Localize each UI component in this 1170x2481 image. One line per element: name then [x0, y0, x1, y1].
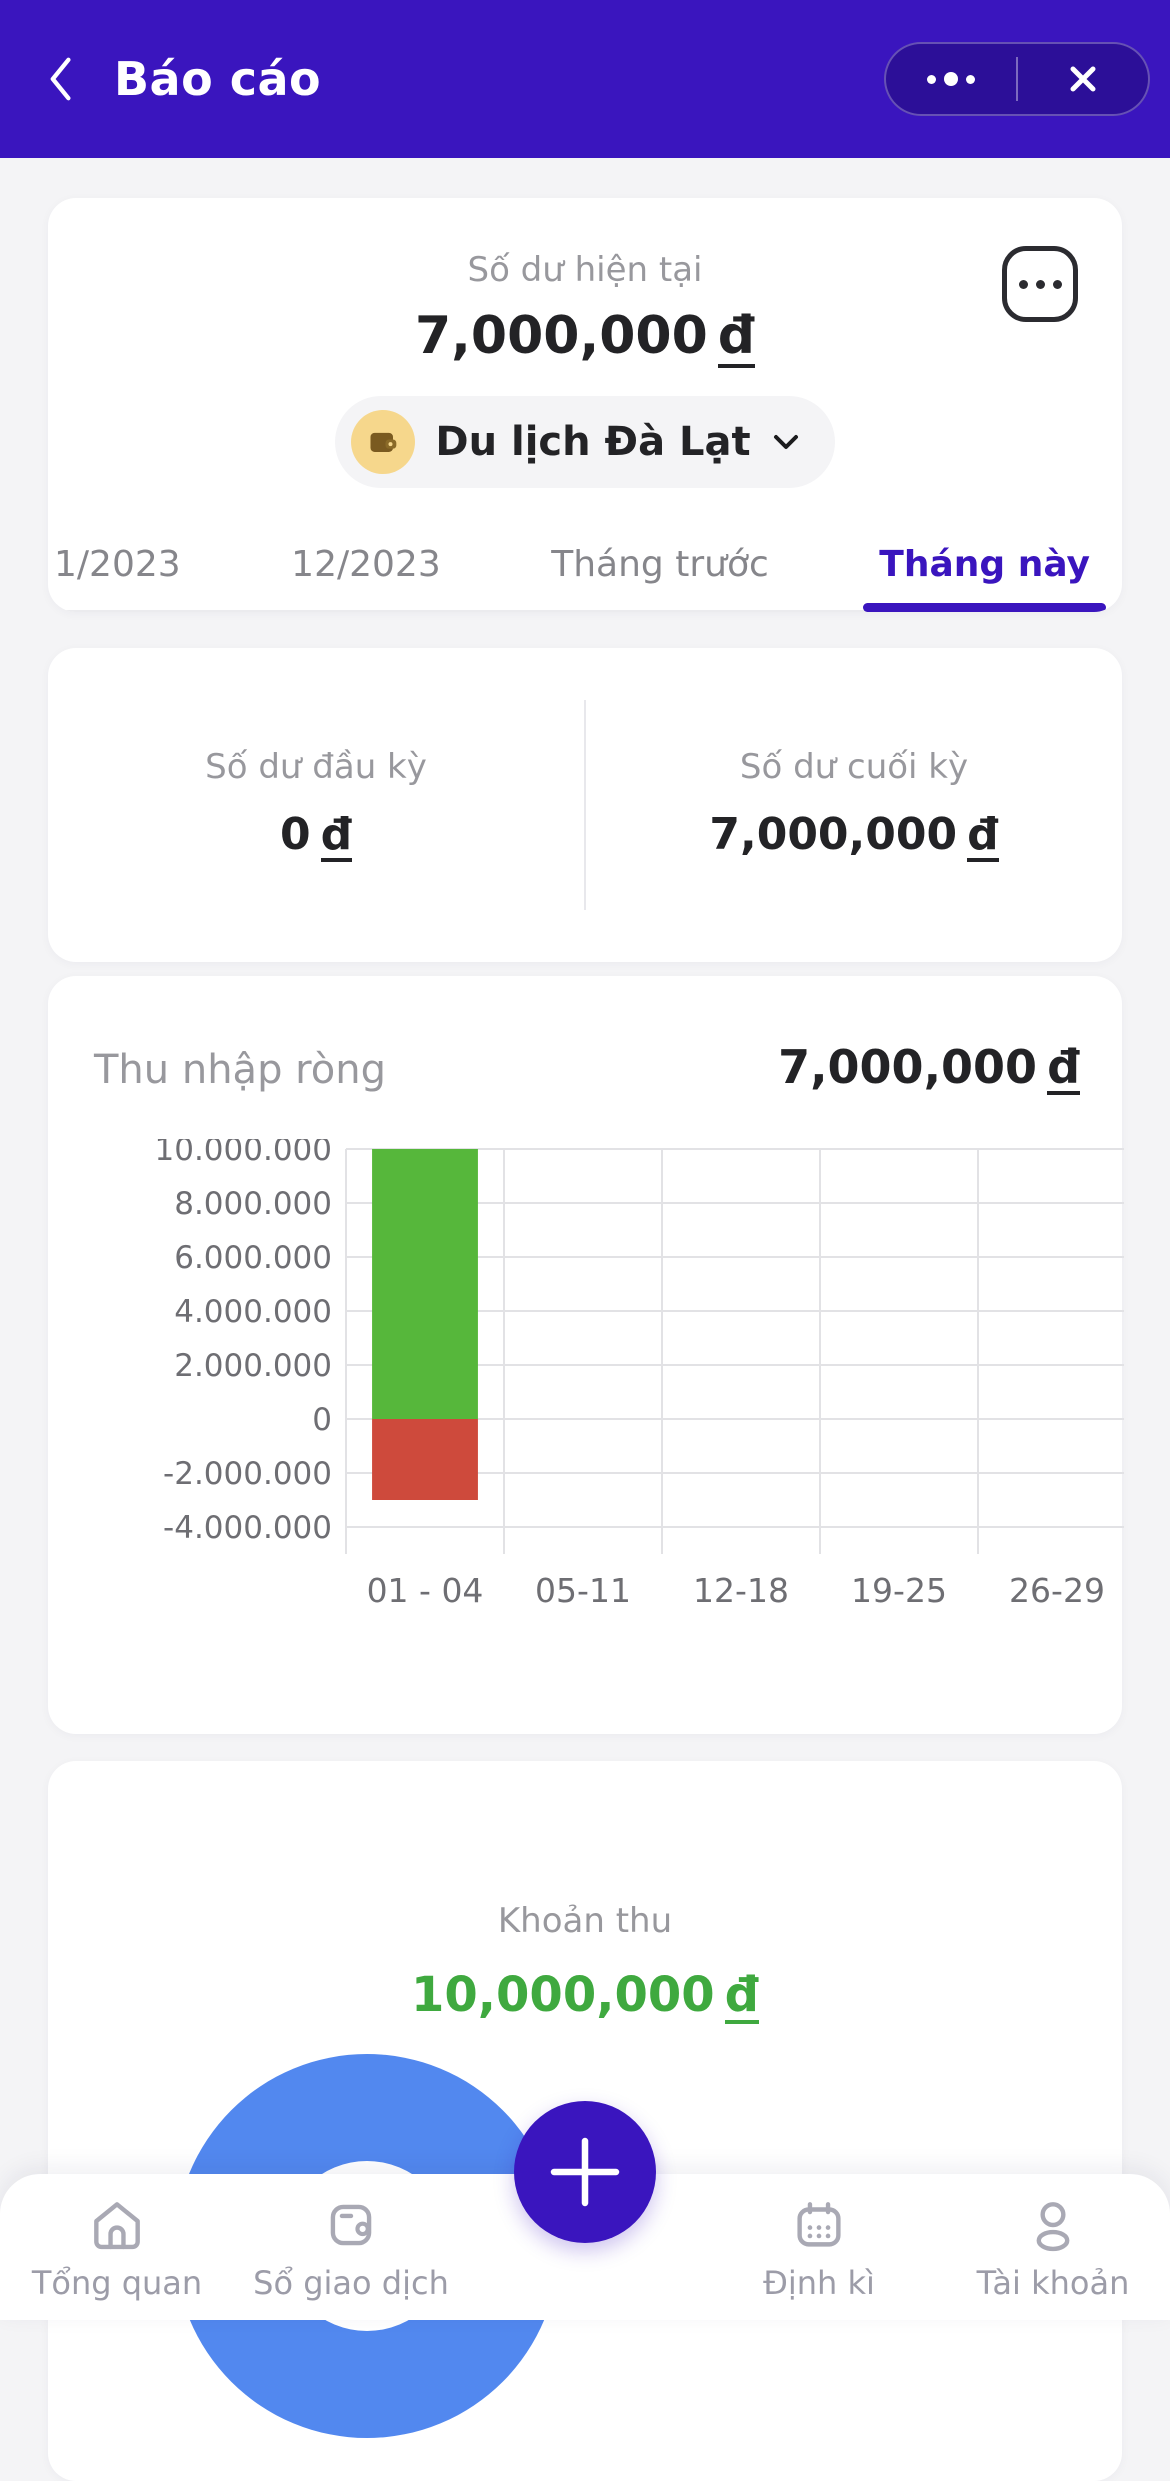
net-income-title: Thu nhập ròng: [94, 1046, 386, 1093]
ellipsis-icon: [927, 72, 975, 86]
tab-1-2023[interactable]: 1/2023: [54, 544, 181, 586]
more-menu-button[interactable]: [886, 44, 1016, 114]
income-title: Khoản thu: [497, 1900, 673, 1941]
svg-text:-2.000.000: -2.000.000: [163, 1456, 332, 1492]
svg-text:10.000.000: 10.000.000: [155, 1139, 333, 1168]
page-title: Báo cáo: [114, 52, 322, 106]
ending-balance-amount: 7,000,000 đ: [709, 809, 999, 863]
tab-12-2023[interactable]: 12/2023: [291, 544, 441, 586]
miniapp-capsule: [884, 42, 1150, 116]
tab-last-month[interactable]: Tháng trước: [551, 544, 769, 586]
svg-text:0: 0: [312, 1402, 332, 1438]
nav-item-account[interactable]: Tài khoản: [936, 2194, 1170, 2302]
svg-text:-4.000.000: -4.000.000: [163, 1510, 332, 1546]
period-tabs: 1/2023 12/2023 Tháng trước Tháng này: [48, 520, 1122, 612]
vertical-divider: [584, 699, 586, 910]
svg-text:2.000.000: 2.000.000: [174, 1348, 332, 1384]
net-income-card: Thu nhập ròng 7,000,000 đ 10.000.000 8.000…: [48, 975, 1124, 1734]
nav-item-transactions[interactable]: Sổ giao dịch: [234, 2194, 468, 2302]
chevron-down-icon: [773, 434, 798, 449]
svg-text:19-25: 19-25: [851, 1571, 947, 1610]
net-income-bar-chart: 10.000.000 8.000.000 6.000.000 4.000.000 2.0…: [155, 1139, 1124, 1610]
chevron-left-icon: [50, 57, 71, 101]
wallet-name: Du lịch Đà Lạt: [435, 418, 751, 465]
close-icon: [1070, 66, 1096, 92]
wallet-icon: [370, 432, 397, 452]
income-amount: 10,000,000 đ: [410, 1966, 759, 2024]
tab-this-month[interactable]: Tháng này: [863, 520, 1106, 612]
balance-amount: 7,000,000 đ: [414, 306, 755, 368]
svg-text:01 - 04: 01 - 04: [367, 1571, 484, 1610]
wallet-avatar: [351, 409, 416, 474]
svg-text:05-11: 05-11: [535, 1571, 631, 1610]
balance-label: Số dư hiện tại: [467, 250, 703, 290]
currency-symbol: đ: [717, 306, 755, 368]
svg-text:8.000.000: 8.000.000: [174, 1186, 332, 1222]
plus-icon: [550, 2137, 620, 2207]
calendar-icon: [797, 2202, 841, 2247]
wallet-selector[interactable]: Du lịch Đà Lạt: [335, 395, 835, 488]
close-button[interactable]: [1018, 44, 1148, 114]
person-icon: [1036, 2202, 1070, 2252]
svg-text:26-29: 26-29: [1009, 1571, 1105, 1610]
net-income-amount: 7,000,000 đ: [778, 1039, 1080, 1095]
back-button[interactable]: [40, 44, 96, 114]
svg-text:6.000.000: 6.000.000: [174, 1240, 332, 1276]
beginning-balance-label: Số dư đầu kỳ: [205, 747, 427, 787]
ending-balance-label: Số dư cuối kỳ: [739, 747, 969, 787]
balance-card: Số dư hiện tại 7,000,000 đ Du lịch Đà Lạt…: [48, 198, 1122, 612]
svg-text:4.000.000: 4.000.000: [174, 1294, 332, 1330]
add-transaction-fab[interactable]: [514, 2101, 656, 2243]
balance-more-button[interactable]: [1002, 246, 1078, 322]
nav-item-overview[interactable]: Tổng quan: [0, 2194, 234, 2302]
home-icon: [94, 2202, 140, 2250]
wallet-book-icon: [330, 2204, 372, 2246]
nav-item-recurring[interactable]: Định kì: [702, 2194, 936, 2302]
svg-text:12-18: 12-18: [693, 1571, 789, 1610]
capsule-divider: [1016, 57, 1018, 101]
ending-balance: Số dư cuối kỳ 7,000,000 đ: [586, 648, 1122, 962]
active-tab-indicator: [863, 602, 1106, 612]
app-header: Báo cáo: [0, 0, 1170, 158]
